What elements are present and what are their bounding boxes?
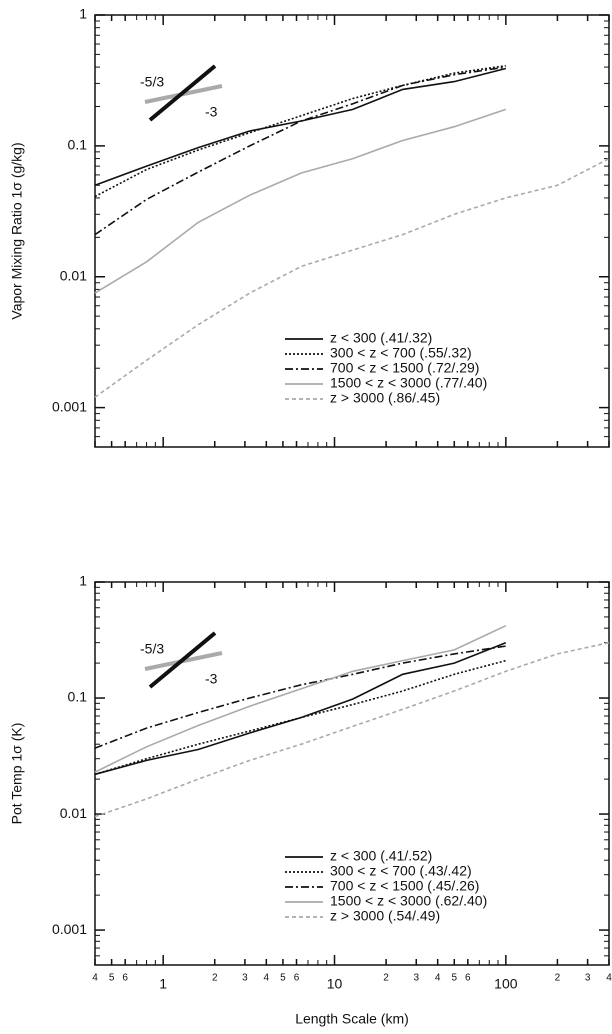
x-tick-label: 4 [435, 973, 441, 984]
x-tick-label: 4 [264, 973, 270, 984]
slope-label: -5/3 [140, 74, 164, 90]
legend-label: 700 < z < 1500 (.45/.26) [330, 878, 479, 894]
y-axis-label: Vapor Mixing Ratio 1σ (g/kg) [9, 142, 25, 319]
x-tick-label: 3 [585, 973, 591, 984]
x-tick-label: 2 [555, 973, 561, 984]
y-axis-label: Pot Temp 1σ (K) [9, 723, 25, 825]
x-tick-label: 2 [383, 973, 389, 984]
x-tick-label: 3 [242, 973, 248, 984]
legend-label: 700 < z < 1500 (.72/.29) [330, 360, 479, 376]
x-tick-label: 100 [494, 976, 518, 992]
slope-guide [148, 64, 217, 122]
series-line [94, 645, 506, 749]
y-tick-label: 0.01 [60, 805, 87, 821]
x-tick-label: 2 [212, 973, 218, 984]
series-line [94, 659, 507, 776]
x-tick-label: 5 [109, 973, 115, 984]
series-line [94, 157, 610, 398]
y-tick-label: 0.1 [68, 689, 88, 705]
legend-label: 300 < z < 700 (.43/.42) [330, 863, 472, 879]
x-tick-label: 5 [451, 973, 457, 984]
legend-label: 1500 < z < 3000 (.62/.40) [330, 893, 487, 909]
series-line [94, 64, 506, 198]
series-line [94, 641, 507, 776]
legend-label: z < 300 (.41/.52) [330, 848, 432, 864]
y-tick-label: 0.1 [68, 137, 88, 153]
x-tick-label: 1 [159, 976, 167, 992]
y-tick-label: 0.001 [52, 398, 87, 414]
y-tick-label: 0.001 [52, 921, 87, 937]
x-tick-label: 6 [122, 973, 128, 984]
legend-label: 1500 < z < 3000 (.77/.40) [330, 375, 487, 391]
legend-label: 300 < z < 700 (.55/.32) [330, 345, 472, 361]
x-tick-label: 6 [465, 973, 471, 984]
x-tick-label: 4 [606, 973, 612, 984]
slope-label: -5/3 [140, 641, 164, 657]
series-line [94, 108, 507, 294]
y-tick-label: 1 [79, 573, 87, 589]
series-line [94, 66, 506, 236]
x-tick-label: 4 [92, 973, 98, 984]
slope-guide [148, 631, 217, 689]
legend-label: z < 300 (.41/.32) [330, 330, 432, 346]
legend-label: z > 3000 (.86/.45) [330, 390, 440, 406]
x-tick-label: 10 [327, 976, 343, 992]
series-line [94, 641, 610, 818]
legend-label: z > 3000 (.54/.49) [330, 908, 440, 924]
x-tick-label: 3 [413, 973, 419, 984]
y-tick-label: 0.01 [60, 267, 87, 283]
x-tick-label: 6 [294, 973, 300, 984]
slope-label: -3 [205, 104, 218, 120]
x-axis-label: Length Scale (km) [295, 1011, 409, 1027]
y-tick-label: 1 [79, 6, 87, 22]
plot-frame [94, 14, 610, 448]
series-line [94, 624, 507, 773]
slope-label: -3 [205, 671, 218, 687]
x-tick-label: 5 [280, 973, 286, 984]
